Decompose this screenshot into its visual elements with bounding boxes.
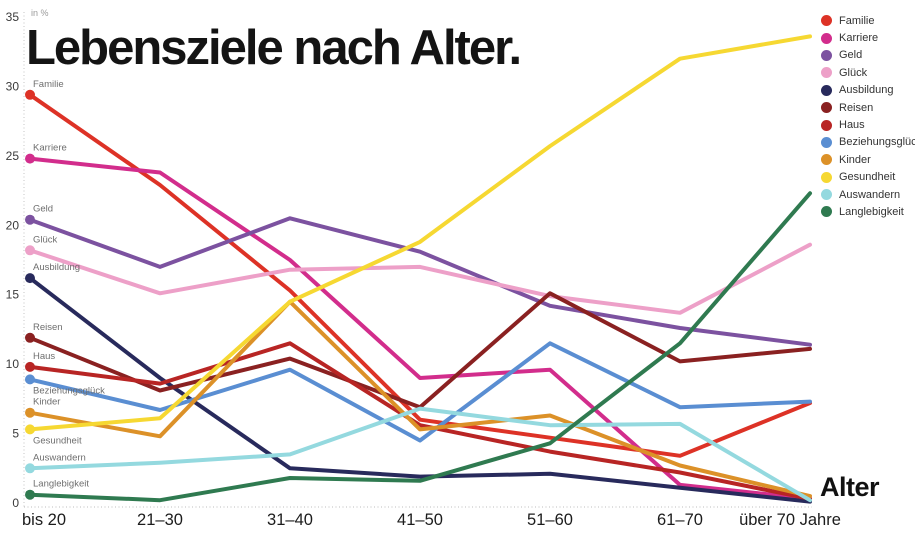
series-inline-label-geld: Geld: [33, 204, 53, 215]
legend-swatch-kinder: [821, 154, 832, 166]
legend-label-reisen: Reisen: [839, 101, 874, 114]
y-axis-tick-label: 5: [12, 427, 19, 441]
series-start-dot-beziehungsgl-ck: [25, 374, 35, 385]
y-axis-tick-label: 10: [6, 357, 20, 371]
legend-label-familie: Familie: [839, 14, 875, 27]
legend-label-beziehungsgl-ck: Beziehungsglück: [839, 136, 915, 149]
series-inline-label-auswandern: Auswandern: [33, 452, 86, 463]
x-axis-category-label: 31–40: [267, 511, 313, 529]
legend-item-gl-ck: Glück: [821, 64, 915, 81]
legend-swatch-reisen: [821, 102, 832, 114]
legend-swatch-gl-ck: [821, 67, 832, 79]
series-start-dot-karriere: [25, 153, 35, 164]
series-inline-label-beziehungsgl-ck: Beziehungsglück: [33, 385, 105, 396]
legend-item-langlebigkeit: Langlebigkeit: [821, 203, 915, 220]
series-start-dot-auswandern: [25, 463, 35, 474]
series-line-beziehungsgl-ck: [28, 341, 812, 443]
legend-swatch-familie: [821, 15, 832, 27]
y-axis-tick-label: 0: [12, 496, 19, 510]
chart-title: Lebensziele nach Alter.: [26, 21, 522, 75]
legend-item-gesundheit: Gesundheit: [821, 169, 915, 186]
series-start-dot-geld: [25, 214, 35, 225]
legend-swatch-ausbildung: [821, 84, 832, 96]
legend-item-geld: Geld: [821, 47, 915, 64]
legend-label-kinder: Kinder: [839, 153, 871, 166]
legend-swatch-beziehungsgl-ck: [821, 136, 832, 148]
x-axis-category-label: 41–50: [397, 511, 443, 529]
series-inline-label-gl-ck: Glück: [33, 234, 58, 245]
series-line-familie: [28, 92, 812, 458]
x-axis-category-label: 61–70: [657, 511, 703, 529]
y-axis-unit-label: in %: [31, 8, 49, 18]
series-inline-label-karriere: Karriere: [33, 143, 67, 154]
series-line-gesundheit: [28, 34, 812, 432]
legend-item-reisen: Reisen: [821, 99, 915, 116]
series-inline-label-langlebigkeit: Langlebigkeit: [33, 479, 89, 490]
y-axis-tick-label: 35: [6, 10, 20, 24]
y-axis-tick-label: 20: [6, 218, 20, 232]
series-start-dot-langlebigkeit: [25, 489, 35, 500]
legend-item-karriere: Karriere: [821, 29, 915, 46]
legend-label-langlebigkeit: Langlebigkeit: [839, 205, 904, 218]
series-inline-label-haus: Haus: [33, 351, 55, 362]
x-axis-category-label: bis 20: [22, 511, 66, 529]
series-start-dot-gl-ck: [25, 245, 35, 256]
series-start-dot-reisen: [25, 332, 35, 343]
series-line-ausbildung: [28, 276, 812, 504]
series-start-dot-kinder: [25, 407, 35, 418]
legend-swatch-karriere: [821, 32, 832, 44]
legend-item-auswandern: Auswandern: [821, 186, 915, 203]
y-axis-tick-label: 25: [6, 149, 20, 163]
x-axis-category-label: über 70 Jahre: [739, 511, 841, 529]
legend-swatch-haus: [821, 119, 832, 131]
series-line-karriere: [28, 156, 812, 501]
legend-swatch-auswandern: [821, 189, 832, 201]
series-line-langlebigkeit: [28, 191, 812, 503]
chart-legend: Familie Karriere Geld Glück Ausbildung Reisen…: [821, 12, 915, 221]
series-inline-label-ausbildung: Ausbildung: [33, 262, 80, 273]
legend-swatch-geld: [821, 49, 832, 61]
legend-item-haus: Haus: [821, 116, 915, 133]
legend-item-familie: Familie: [821, 12, 915, 29]
series-line-auswandern: [28, 406, 812, 503]
legend-label-geld: Geld: [839, 49, 863, 62]
series-line-kinder: [28, 299, 812, 499]
x-axis-category-label: 51–60: [527, 511, 573, 529]
y-axis-tick-label: 15: [6, 288, 20, 302]
x-axis-category-label: 21–30: [137, 511, 183, 529]
legend-label-gl-ck: Glück: [839, 66, 868, 79]
series-start-dot-ausbildung: [25, 273, 35, 284]
legend-label-ausbildung: Ausbildung: [839, 84, 894, 97]
legend-label-haus: Haus: [839, 119, 865, 132]
legend-item-beziehungsgl-ck: Beziehungsglück: [821, 134, 915, 151]
legend-item-ausbildung: Ausbildung: [821, 82, 915, 99]
y-axis-tick-label: 30: [6, 79, 20, 93]
series-inline-label-gesundheit: Gesundheit: [33, 435, 82, 446]
series-inline-label-reisen: Reisen: [33, 322, 63, 333]
series-start-dot-familie: [25, 89, 35, 100]
x-axis-title: Alter: [820, 472, 880, 502]
legend-item-kinder: Kinder: [821, 151, 915, 168]
series-line-gl-ck: [28, 242, 812, 315]
legend-swatch-gesundheit: [821, 171, 832, 183]
legend-label-gesundheit: Gesundheit: [839, 171, 896, 184]
legend-label-auswandern: Auswandern: [839, 188, 901, 201]
series-start-dot-haus: [25, 361, 35, 372]
series-inline-label-kinder: Kinder: [33, 397, 60, 408]
series-start-dot-gesundheit: [25, 424, 35, 435]
series-line-geld: [28, 216, 812, 347]
legend-swatch-langlebigkeit: [821, 206, 832, 218]
series-line-reisen: [28, 291, 812, 410]
series-inline-label-familie: Familie: [33, 79, 64, 90]
series-line-haus: [28, 341, 812, 501]
legend-label-karriere: Karriere: [839, 32, 879, 45]
